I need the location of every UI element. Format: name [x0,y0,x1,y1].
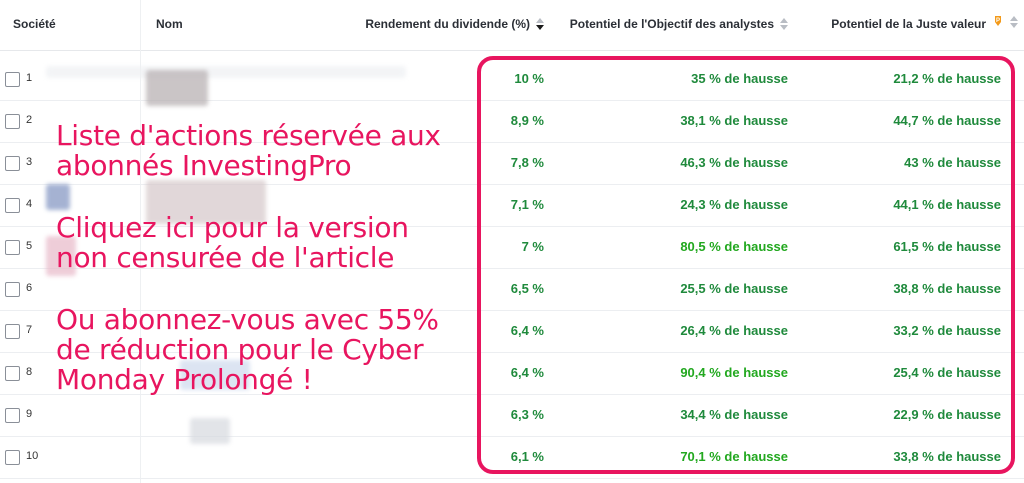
table-row[interactable]: 1 10 % 35 % de hausse 21,2 % de hausse [0,58,1024,101]
header-nom[interactable]: Nom [156,17,183,31]
table-row[interactable]: 5 7 % 80,5 % de hausse 61,5 % de hausse [0,226,1024,269]
row-checkbox[interactable] [5,72,20,87]
cell-rendement: 7,8 % [510,155,544,170]
table-row[interactable]: 7 6,4 % 26,4 % de hausse 33,2 % de hausse [0,310,1024,353]
row-number: 1 [26,72,33,84]
cell-potentiel-objectif: 25,5 % de hausse [680,281,788,296]
row-checkbox[interactable] [5,156,20,171]
row-number: 6 [26,282,33,294]
sort-icon[interactable] [780,18,788,30]
cell-potentiel-juste: 33,2 % de hausse [893,323,1001,338]
promo-line[interactable]: abonnés InvestingPro [56,149,352,182]
row-number: 4 [26,198,33,210]
row-checkbox[interactable] [5,408,20,423]
header-rendement[interactable]: Rendement du dividende (%) [365,17,544,31]
blurred-text [146,180,266,224]
table-row[interactable]: 10 6,1 % 70,1 % de hausse 33,8 % de hausse [0,436,1024,479]
cell-potentiel-objectif: 70,1 % de hausse [680,449,788,464]
highlight-frame [477,56,1015,474]
sort-icon[interactable] [1010,16,1018,31]
cell-potentiel-juste: 44,1 % de hausse [893,197,1001,212]
table-row[interactable]: 2 8,9 % 38,1 % de hausse 44,7 % de hausse [0,100,1024,143]
blurred-logo [46,184,70,210]
cell-potentiel-objectif: 35 % de hausse [691,71,788,86]
cell-potentiel-juste: 43 % de hausse [904,155,1001,170]
blurred-logo [190,418,230,444]
cell-potentiel-juste: 21,2 % de hausse [893,71,1001,86]
cell-rendement: 10 % [514,71,544,86]
sort-desc-icon[interactable] [536,18,544,30]
cell-potentiel-juste: 22,9 % de hausse [893,407,1001,422]
cell-potentiel-juste: 25,4 % de hausse [893,365,1001,380]
cell-rendement: 6,4 % [510,323,544,338]
cell-rendement: 6,3 % [510,407,544,422]
row-number: 7 [26,324,33,336]
row-checkbox[interactable] [5,114,20,129]
table-row[interactable]: 3 7,8 % 46,3 % de hausse 43 % de hausse [0,142,1024,185]
cell-rendement: 6,4 % [510,365,544,380]
cell-potentiel-objectif: 26,4 % de hausse [680,323,788,338]
cell-potentiel-objectif: 24,3 % de hausse [680,197,788,212]
blurred-text [46,66,406,78]
blurred-logo [146,70,208,106]
cell-rendement: 6,5 % [510,281,544,296]
promo-line[interactable]: Ou abonnez-vous avec 55% [56,303,439,336]
promo-line[interactable]: Liste d'actions réservée aux [56,119,441,152]
promo-link[interactable]: non censurée de l'article [56,241,395,274]
cell-potentiel-objectif: 38,1 % de hausse [680,113,788,128]
cell-potentiel-objectif: 46,3 % de hausse [680,155,788,170]
row-checkbox[interactable] [5,450,20,465]
blurred-logo [180,360,250,390]
cell-potentiel-juste: 33,8 % de hausse [893,449,1001,464]
promo-link[interactable]: Cliquez ici pour la version [56,211,409,244]
blurred-logo [46,236,76,276]
row-checkbox[interactable] [5,240,20,255]
row-number: 10 [26,450,39,462]
header-potentiel-juste[interactable]: Potentiel de la Juste valeur [831,17,986,31]
cell-potentiel-juste: 61,5 % de hausse [893,239,1001,254]
cell-potentiel-objectif: 34,4 % de hausse [680,407,788,422]
header-potentiel-objectif[interactable]: Potentiel de l'Objectif des analystes [570,17,788,31]
promo-line[interactable]: Monday Prolongé ! [56,363,313,396]
row-number: 2 [26,114,33,126]
header-rendement-label: Rendement du dividende (%) [365,17,530,31]
cell-potentiel-juste: 44,7 % de hausse [893,113,1001,128]
cell-rendement: 7,1 % [510,197,544,212]
row-number: 8 [26,366,33,378]
header-societe[interactable]: Société [13,17,56,31]
cell-potentiel-juste: 38,8 % de hausse [893,281,1001,296]
table-header: Société Nom Rendement du dividende (%) P… [0,0,1024,51]
svg-text:P: P [996,18,1000,24]
table-row[interactable]: 4 7,1 % 24,3 % de hausse 44,1 % de hausse [0,184,1024,227]
row-checkbox[interactable] [5,198,20,213]
cell-potentiel-objectif: 80,5 % de hausse [680,239,788,254]
row-number: 5 [26,240,33,252]
pro-badge-icon: P [992,14,1004,26]
cell-rendement: 8,9 % [510,113,544,128]
promo-line[interactable]: de réduction pour le Cyber [56,333,424,366]
row-checkbox[interactable] [5,282,20,297]
cell-potentiel-objectif: 90,4 % de hausse [680,365,788,380]
table-row[interactable]: 6 6,5 % 25,5 % de hausse 38,8 % de hausse [0,268,1024,311]
row-number: 3 [26,156,33,168]
row-number: 9 [26,408,33,420]
column-divider [140,0,141,483]
table-row[interactable]: 8 6,4 % 90,4 % de hausse 25,4 % de hausse [0,352,1024,395]
row-checkbox[interactable] [5,324,20,339]
table-row[interactable]: 9 6,3 % 34,4 % de hausse 22,9 % de hausse [0,394,1024,437]
row-checkbox[interactable] [5,366,20,381]
cell-rendement: 6,1 % [510,449,544,464]
header-potentiel-objectif-label: Potentiel de l'Objectif des analystes [569,17,774,31]
cell-rendement: 7 % [521,239,544,254]
